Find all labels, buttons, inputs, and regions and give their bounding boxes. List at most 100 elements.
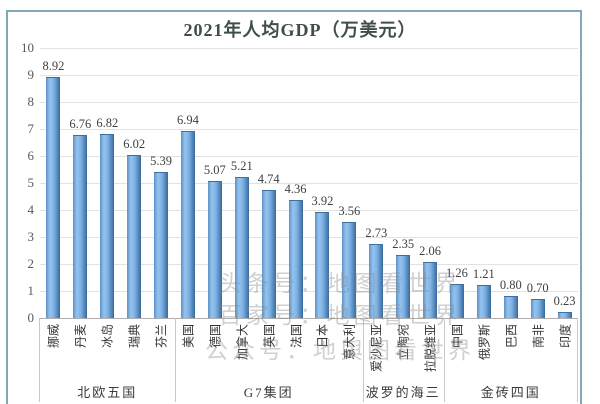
group-separator [577, 318, 578, 402]
bar [288, 200, 303, 318]
category-label: 日本 [309, 322, 336, 382]
category-label-text: 法国 [289, 324, 304, 349]
bar [369, 244, 384, 318]
category-label-text: 拉脱维亚 [423, 324, 438, 373]
bar-value-label: 6.94 [177, 112, 199, 127]
bar-value-label: 5.21 [230, 159, 253, 174]
category-label-text: 巴西 [504, 324, 519, 349]
category-label: 冰岛 [94, 322, 121, 382]
bar-value-label: 2.06 [419, 244, 441, 259]
gridline [40, 291, 578, 292]
bar-value-label: 4.74 [257, 172, 280, 187]
y-axis-label: 3 [27, 229, 35, 244]
gridline [40, 75, 578, 76]
category-label: 印度 [551, 322, 578, 382]
bar [154, 172, 169, 318]
bar [261, 190, 276, 318]
category-label: 爱沙尼亚 [363, 322, 390, 382]
y-axis-label: 4 [27, 202, 35, 217]
category-label-text: 德国 [208, 324, 223, 349]
bar-value-label: 5.39 [150, 154, 172, 169]
category-label: 丹麦 [67, 322, 94, 382]
gridline [40, 264, 578, 265]
bar-value-label: 6.02 [123, 137, 146, 152]
bar [46, 77, 61, 318]
category-label-text: 挪威 [46, 324, 61, 349]
category-label-text: 冰岛 [100, 324, 115, 349]
category-label-text: 日本 [315, 324, 330, 349]
bar-value-label: 2.73 [365, 226, 388, 241]
bar-value-label: 3.92 [311, 194, 334, 209]
category-label-text: 意大利 [342, 324, 357, 361]
group-separator [174, 318, 176, 402]
group-separator [362, 318, 364, 402]
bar [342, 221, 357, 318]
category-label: 俄罗斯 [470, 322, 497, 382]
bar-value-label: 0.80 [499, 278, 522, 293]
category-label-text: 南非 [531, 324, 546, 349]
group-label: 波罗的海三 [365, 385, 441, 400]
bar-value-label: 0.70 [526, 281, 549, 296]
bar-value-label: 1.26 [446, 265, 468, 280]
category-label-text: 爱沙尼亚 [369, 324, 384, 373]
bar-value-label: 6.82 [96, 115, 119, 130]
bar [234, 177, 249, 318]
group-separator [443, 318, 445, 402]
bar [100, 133, 115, 318]
category-label: 法国 [282, 322, 309, 382]
bar [423, 262, 438, 318]
category-label: 瑞典 [121, 322, 148, 382]
category-label: 巴西 [497, 322, 524, 382]
x-axis-line [40, 318, 578, 319]
bar [530, 299, 545, 318]
gridline [40, 237, 578, 238]
bar [180, 130, 195, 318]
bar [396, 254, 411, 318]
bar-value-label: 8.92 [42, 59, 65, 74]
category-label-text: 瑞典 [127, 324, 142, 349]
bar-value-label: 1.21 [472, 267, 495, 282]
bar-value-label: 3.56 [338, 203, 361, 218]
y-axis-label: 10 [21, 40, 34, 55]
y-axis-label: 6 [27, 148, 35, 163]
bar [503, 296, 518, 318]
bar [315, 212, 330, 318]
bar [449, 283, 464, 318]
y-axis-label: 8 [27, 94, 35, 109]
bar [73, 135, 88, 318]
y-axis-label: 5 [27, 175, 35, 190]
bar [557, 311, 572, 318]
y-axis-label: 9 [27, 67, 35, 82]
category-label: 芬兰 [148, 322, 175, 382]
category-label-text: 英国 [262, 324, 277, 349]
bar-value-label: 5.07 [203, 163, 226, 178]
y-axis-label: 2 [27, 256, 35, 271]
bar [207, 181, 222, 318]
y-axis-label: 7 [27, 121, 35, 136]
bar [476, 285, 491, 318]
category-label: 立陶宛 [390, 322, 417, 382]
bar [127, 155, 142, 318]
category-label: 美国 [175, 322, 202, 382]
category-label-text: 立陶宛 [396, 324, 411, 361]
category-label-text: 中国 [450, 324, 465, 349]
bar-value-label: 6.76 [69, 117, 92, 132]
gridline [40, 129, 578, 130]
gridline [40, 210, 578, 211]
group-separator [39, 318, 40, 402]
group-label: 金砖四国 [480, 385, 541, 400]
bar-value-label: 4.36 [284, 182, 307, 197]
group-label: 北欧五国 [77, 385, 138, 400]
y-axis-label: 0 [27, 310, 35, 325]
category-label: 英国 [255, 322, 282, 382]
category-label: 意大利 [336, 322, 363, 382]
category-label: 南非 [524, 322, 551, 382]
category-label: 德国 [201, 322, 228, 382]
bar-value-label: 0.23 [553, 293, 576, 308]
category-label: 拉脱维亚 [417, 322, 444, 382]
gridline [40, 48, 578, 49]
category-label-text: 美国 [181, 324, 196, 349]
category-label-text: 俄罗斯 [477, 324, 492, 361]
category-label-text: 印度 [558, 324, 573, 349]
